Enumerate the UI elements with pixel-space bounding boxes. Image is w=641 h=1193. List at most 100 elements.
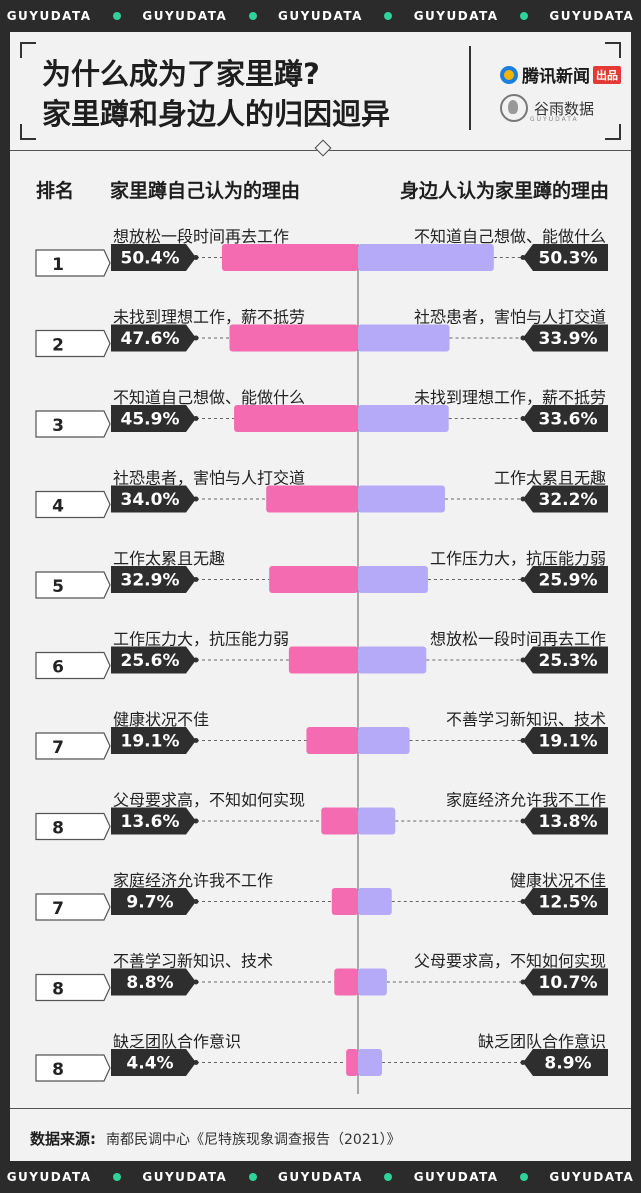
right-reason-label: 社恐患者，害怕与人打交道 bbox=[414, 308, 606, 327]
rank-box bbox=[35, 1054, 111, 1082]
ticker-text: GUYUDATA bbox=[549, 9, 635, 23]
ticker-text: GUYUDATA bbox=[549, 1170, 635, 1184]
left-reason-label: 缺乏团队合作意识 bbox=[113, 1032, 241, 1051]
dot-icon bbox=[112, 1173, 121, 1181]
right-bar bbox=[358, 566, 428, 593]
corner-mark bbox=[605, 42, 621, 58]
right-value-pill bbox=[523, 566, 608, 593]
left-reason-label: 工作压力大，抗压能力弱 bbox=[113, 630, 289, 649]
left-value-label: 47.6% bbox=[121, 329, 180, 349]
rank-box bbox=[35, 249, 111, 277]
rank-box bbox=[35, 329, 111, 358]
right-value-pill bbox=[523, 485, 608, 513]
left-reason-label: 父母要求高，不知如何实现 bbox=[113, 791, 305, 810]
right-value-label: 13.8% bbox=[539, 812, 598, 832]
ticker-text: GUYUDATA bbox=[278, 9, 363, 23]
left-reason-label: 社恐患者，害怕与人打交道 bbox=[113, 469, 305, 488]
rank-number: 7 bbox=[52, 738, 64, 758]
left-reason-label: 家庭经济允许我不工作 bbox=[113, 871, 273, 890]
rank-header: 排名 bbox=[36, 180, 75, 202]
right-value-pill bbox=[523, 244, 608, 271]
rank-box bbox=[35, 490, 111, 519]
left-value-pill bbox=[111, 244, 196, 271]
right-bar bbox=[358, 968, 387, 996]
left-bar bbox=[288, 646, 358, 674]
left-value-label: 32.9% bbox=[121, 571, 180, 591]
right-reason-label: 家庭经济允许我不工作 bbox=[446, 791, 606, 810]
rank-number: 7 bbox=[52, 899, 64, 919]
right-bar bbox=[358, 888, 392, 915]
guyu-seal-icon bbox=[500, 94, 528, 122]
rank-number: 6 bbox=[52, 658, 64, 678]
right-reason-label: 未找到理想工作，薪不抵劳 bbox=[414, 388, 606, 407]
left-value-label: 25.6% bbox=[121, 651, 180, 671]
infographic-card: 为什么成为了家里蹲? 家里蹲和身边人的归因迥异 腾讯新闻 出品 谷雨数据 GUY… bbox=[10, 32, 631, 1161]
guyu-logo-subtext: GUYUDATA bbox=[530, 116, 579, 123]
left-value-label: 8.8% bbox=[126, 973, 173, 993]
left-value-pill bbox=[111, 405, 196, 432]
right-value-label: 25.9% bbox=[539, 571, 598, 591]
right-bar bbox=[358, 244, 494, 271]
left-bar bbox=[229, 324, 358, 352]
right-reason-label: 父母要求高，不知如何实现 bbox=[414, 952, 606, 971]
left-bar bbox=[346, 1049, 358, 1076]
left-reason-label: 不善学习新知识、技术 bbox=[113, 952, 273, 971]
left-reason-label: 未找到理想工作，薪不抵劳 bbox=[113, 308, 305, 327]
tencent-logo-badge: 出品 bbox=[593, 65, 621, 84]
footer-divider bbox=[10, 1108, 631, 1109]
corner-mark bbox=[20, 124, 36, 140]
left-value-pill bbox=[111, 727, 196, 754]
rank-box bbox=[35, 651, 111, 680]
right-value-label: 33.9% bbox=[539, 329, 598, 349]
right-value-pill bbox=[523, 807, 608, 835]
source-text: 南都民调中心《尼特族现象调查报告（2021）》 bbox=[106, 1132, 401, 1148]
dot-icon bbox=[384, 1173, 393, 1181]
left-value-pill bbox=[111, 968, 196, 996]
right-value-pill bbox=[523, 968, 608, 996]
right-reason-label: 不善学习新知识、技术 bbox=[446, 710, 606, 729]
rank-number: 3 bbox=[52, 416, 64, 436]
left-value-label: 9.7% bbox=[126, 893, 173, 913]
tencent-news-logo: 腾讯新闻 出品 bbox=[500, 62, 621, 87]
ticker-text: GUYUDATA bbox=[278, 1170, 363, 1184]
left-value-pill bbox=[111, 646, 196, 674]
title-line-2: 家里蹲和身边人的归因迥异 bbox=[42, 97, 391, 131]
left-bar bbox=[306, 727, 358, 754]
source-note: 数据来源: 南都民调中心《尼特族现象调查报告（2021）》 bbox=[30, 1128, 401, 1149]
right-reason-label: 健康状况不佳 bbox=[510, 871, 606, 890]
left-bar bbox=[321, 807, 358, 835]
right-value-label: 32.2% bbox=[539, 490, 598, 510]
page-title: 为什么成为了家里蹲? 家里蹲和身边人的归因迥异 bbox=[42, 54, 390, 134]
left-value-label: 34.0% bbox=[121, 490, 180, 510]
right-value-pill bbox=[523, 646, 608, 674]
right-value-pill bbox=[523, 727, 608, 754]
right-reason-label: 工作压力大，抗压能力弱 bbox=[430, 549, 606, 568]
ticker-text: GUYUDATA bbox=[413, 1170, 499, 1184]
right-value-label: 8.9% bbox=[544, 1054, 591, 1074]
right-reason-label: 工作太累且无趣 bbox=[494, 469, 606, 488]
left-value-pill bbox=[111, 1049, 196, 1076]
tencent-logo-text: 腾讯新闻 bbox=[522, 67, 590, 87]
rank-box bbox=[35, 410, 111, 438]
header: 为什么成为了家里蹲? 家里蹲和身边人的归因迥异 腾讯新闻 出品 谷雨数据 GUY… bbox=[10, 32, 631, 151]
dot-icon bbox=[248, 1173, 257, 1181]
right-value-pill bbox=[523, 405, 608, 432]
source-label: 数据来源: bbox=[30, 1130, 96, 1148]
left-bar bbox=[234, 405, 358, 432]
rank-number: 8 bbox=[52, 980, 64, 1000]
rank-box bbox=[35, 812, 111, 841]
left-value-pill bbox=[111, 888, 196, 915]
dot-icon bbox=[248, 12, 257, 20]
rank-number: 8 bbox=[52, 1060, 64, 1080]
left-bar bbox=[331, 888, 358, 915]
guyu-data-logo: 谷雨数据 GUYUDATA bbox=[500, 94, 594, 123]
ticker-text: GUYUDATA bbox=[142, 1170, 228, 1184]
left-value-label: 19.1% bbox=[121, 732, 180, 752]
right-reason-label: 缺乏团队合作意识 bbox=[478, 1032, 606, 1051]
right-value-label: 50.3% bbox=[539, 249, 598, 269]
ticker-text: GUYUDATA bbox=[413, 9, 499, 23]
left-value-pill bbox=[111, 807, 196, 835]
right-value-pill bbox=[523, 888, 608, 915]
dot-icon bbox=[519, 12, 528, 20]
left-reason-label: 工作太累且无趣 bbox=[113, 549, 225, 568]
